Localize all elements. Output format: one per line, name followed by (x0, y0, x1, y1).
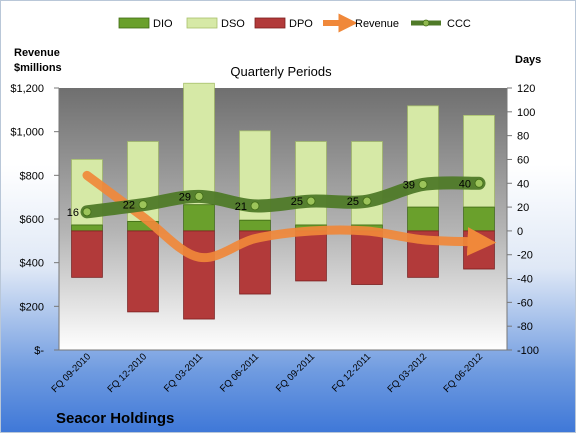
legend-dso-label: DSO (221, 18, 245, 30)
ccc-value-label: 16 (67, 207, 79, 219)
x-axis-labels: FQ 09-2010 FQ 12-2010 FQ 03-2011 FQ 06-2011… (49, 351, 485, 395)
right-axis-label: Days (515, 54, 541, 66)
revenue-group (82, 170, 497, 263)
left-tick-label: $600 (20, 214, 44, 226)
ccc-point (474, 178, 484, 188)
ccc-point (138, 200, 148, 210)
dso-bar (351, 141, 383, 226)
bars-group (71, 82, 495, 320)
x-category-label: FQ 09-2010 (49, 351, 93, 395)
ccc-value-label: 39 (403, 179, 415, 191)
right-tick-label: 0 (517, 226, 523, 238)
ccc-point (82, 207, 92, 217)
ccc-line (80, 176, 486, 219)
legend-ccc-marker (422, 19, 430, 27)
x-category-label: FQ 12-2010 (105, 351, 149, 395)
ccc-point (362, 196, 372, 206)
left-tick-label: $800 (20, 170, 44, 182)
dpo-bar (295, 230, 327, 282)
dio-bar (407, 206, 439, 232)
left-tick-label: $- (34, 345, 44, 357)
x-category-label: FQ 06-2011 (218, 351, 261, 394)
right-tick-label: -20 (517, 250, 533, 262)
ccc-group: 16 22 29 21 25 25 39 40 (67, 176, 486, 219)
right-tick-label: 120 (517, 83, 535, 95)
right-tick-label: 80 (517, 131, 529, 143)
right-tick-label: -60 (517, 297, 533, 309)
dpo-bar (351, 230, 383, 285)
dio-bar (239, 219, 271, 232)
dso-bar (463, 114, 495, 208)
left-tick-label: $1,200 (10, 83, 44, 95)
x-category-label: FQ 09-2011 (274, 351, 317, 394)
company-name: Seacor Holdings (56, 410, 174, 427)
ccc-value-label: 21 (235, 201, 247, 213)
left-tick-label: $1,000 (10, 127, 44, 139)
right-axis-ticks: -100 -80 -60 -40 -20 0 20 40 60 80 100 120 (507, 83, 539, 357)
dpo-bar (463, 230, 495, 270)
legend: DIO DSO DPO Revenue CCC (118, 13, 471, 33)
legend-revenue-label: Revenue (355, 18, 399, 30)
left-tick-label: $400 (20, 258, 44, 270)
right-tick-label: 40 (517, 178, 529, 190)
left-tick-label: $200 (20, 301, 44, 313)
dso-bar (183, 82, 215, 206)
left-axis-ticks: $- $200 $400 $600 $800 $1,000 $1,200 (10, 83, 59, 357)
x-category-label: FQ 03-2011 (162, 351, 205, 394)
ccc-value-label: 40 (459, 178, 471, 190)
right-tick-label: -80 (517, 321, 533, 333)
left-axis-label-line2: $millions (14, 62, 62, 74)
ccc-point (418, 180, 428, 189)
right-tick-label: 60 (517, 154, 529, 166)
legend-ccc-label: CCC (447, 18, 471, 30)
right-tick-label: 100 (517, 107, 535, 119)
revenue-line (82, 170, 497, 263)
x-category-label: FQ 12-2011 (330, 351, 373, 394)
dpo-bar (183, 230, 215, 320)
ccc-point (306, 196, 316, 206)
ccc-value-label: 25 (291, 196, 303, 208)
chart-title: Quarterly Periods (230, 64, 332, 79)
right-tick-label: -100 (517, 345, 539, 357)
ccc-value-label: 25 (347, 196, 359, 208)
ccc-value-label: 29 (179, 191, 191, 203)
legend-dso-swatch (186, 17, 218, 29)
dio-bar (71, 224, 103, 232)
dpo-bar (127, 230, 159, 313)
legend-dio-swatch (118, 17, 150, 29)
ccc-point (194, 191, 204, 201)
plot-area (59, 88, 507, 350)
dio-bar (183, 204, 215, 232)
legend-dio-label: DIO (153, 18, 173, 30)
ccc-value-label: 22 (123, 200, 135, 212)
dio-bar (463, 206, 495, 232)
x-category-label: FQ 03-2012 (385, 351, 429, 395)
ccc-point (250, 201, 260, 211)
dso-bar (295, 141, 327, 226)
x-category-label: FQ 06-2012 (441, 351, 485, 395)
right-tick-label: -40 (517, 274, 533, 286)
left-axis-label-line1: Revenue (14, 47, 60, 59)
legend-dpo-swatch (254, 17, 286, 29)
legend-dpo-label: DPO (289, 18, 313, 30)
right-tick-label: 20 (517, 202, 529, 214)
dpo-bar (71, 230, 103, 278)
